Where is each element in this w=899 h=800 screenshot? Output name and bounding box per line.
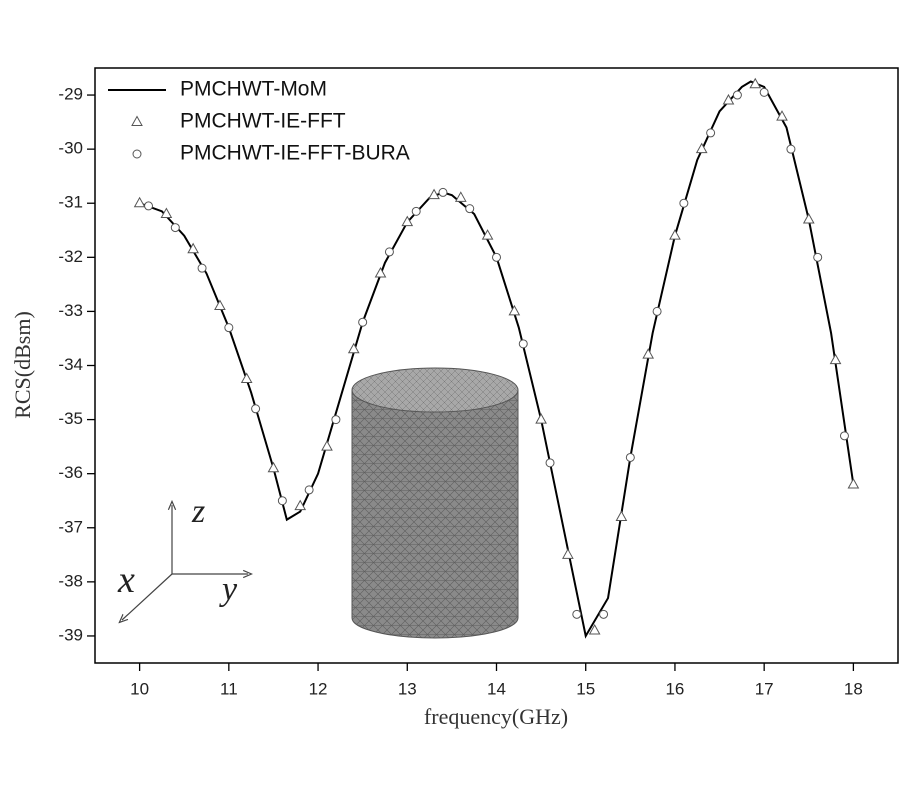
data-point	[267, 461, 280, 473]
data-point	[518, 339, 528, 349]
data-point	[428, 188, 440, 200]
data-point	[545, 458, 555, 468]
data-point	[669, 229, 681, 240]
x-tick-label: 18	[844, 679, 863, 698]
data-point	[224, 323, 234, 333]
data-point	[535, 413, 547, 424]
data-point	[625, 452, 635, 462]
legend-label: PMCHWT-IE-FFT	[180, 110, 346, 133]
data-point	[847, 477, 860, 489]
x-tick-label: 16	[665, 679, 684, 698]
axis-annotation: y	[219, 571, 238, 608]
data-point	[374, 267, 387, 278]
data-point	[615, 510, 628, 521]
y-tick-label: -30	[58, 139, 83, 158]
legend-swatch	[131, 115, 143, 126]
inset: z x y	[117, 367, 519, 639]
data-point	[786, 144, 796, 154]
data-point	[438, 187, 448, 197]
data-point	[599, 609, 609, 619]
data-point	[492, 252, 501, 262]
y-tick-label: -35	[58, 409, 83, 428]
data-point	[197, 263, 207, 273]
y-tick-label: -38	[58, 571, 83, 590]
y-tick-label: -36	[58, 463, 83, 482]
data-point	[839, 431, 849, 441]
data-point	[679, 198, 689, 208]
data-point	[214, 299, 226, 310]
data-point	[304, 485, 314, 495]
data-point	[187, 242, 199, 254]
data-point	[170, 223, 180, 233]
axis-annotation: x	[117, 559, 135, 601]
data-point	[481, 229, 494, 240]
data-point	[802, 212, 815, 224]
data-point	[722, 93, 735, 105]
x-tick-label: 13	[398, 679, 417, 698]
data-point	[652, 306, 662, 316]
data-point	[347, 342, 360, 354]
axis-annotation: z	[191, 493, 205, 530]
data-point	[732, 90, 742, 100]
legend-label: PMCHWT-MoM	[180, 78, 327, 101]
x-tick-label: 14	[487, 679, 506, 698]
y-tick-label: -31	[58, 193, 83, 212]
y-tick-label: -37	[58, 517, 83, 536]
legend-swatch	[132, 149, 142, 159]
data-point	[829, 353, 842, 365]
x-tick-label: 15	[576, 679, 595, 698]
data-point	[294, 499, 307, 511]
data-point	[331, 415, 341, 425]
y-tick-label: -29	[58, 85, 83, 104]
y-tick-label: -39	[58, 625, 83, 644]
data-point	[749, 77, 762, 89]
data-point	[706, 128, 716, 138]
data-point	[277, 496, 287, 506]
data-point	[695, 142, 708, 154]
data-point	[508, 304, 521, 316]
data-point	[572, 609, 582, 619]
y-tick-label: -32	[58, 247, 83, 266]
data-point	[465, 204, 475, 214]
data-point	[133, 196, 146, 208]
data-point	[240, 372, 253, 384]
data-point	[642, 348, 655, 359]
x-tick-label: 12	[309, 679, 328, 698]
data-point	[776, 110, 788, 121]
data-point	[454, 191, 467, 202]
data-point	[759, 87, 769, 97]
data-point	[401, 215, 414, 227]
legend-label: PMCHWT-IE-FFT-BURA	[180, 142, 410, 165]
x-tick-label: 10	[130, 679, 149, 698]
data-point	[160, 207, 173, 219]
x-tick-label: 11	[220, 679, 238, 698]
data-point	[144, 201, 154, 211]
x-tick-label: 17	[755, 679, 774, 698]
x-axis-label: frequency(GHz)	[424, 704, 568, 729]
y-tick-label: -33	[58, 301, 83, 320]
data-point	[384, 247, 394, 257]
data-point	[251, 404, 261, 414]
data-point	[358, 317, 368, 327]
data-point	[411, 206, 421, 216]
data-point	[321, 440, 333, 451]
y-axis-label: RCS(dBsm)	[10, 311, 35, 419]
y-tick-label: -34	[58, 355, 83, 374]
data-point	[813, 252, 823, 262]
data-point	[562, 548, 574, 559]
data-point	[588, 624, 601, 635]
